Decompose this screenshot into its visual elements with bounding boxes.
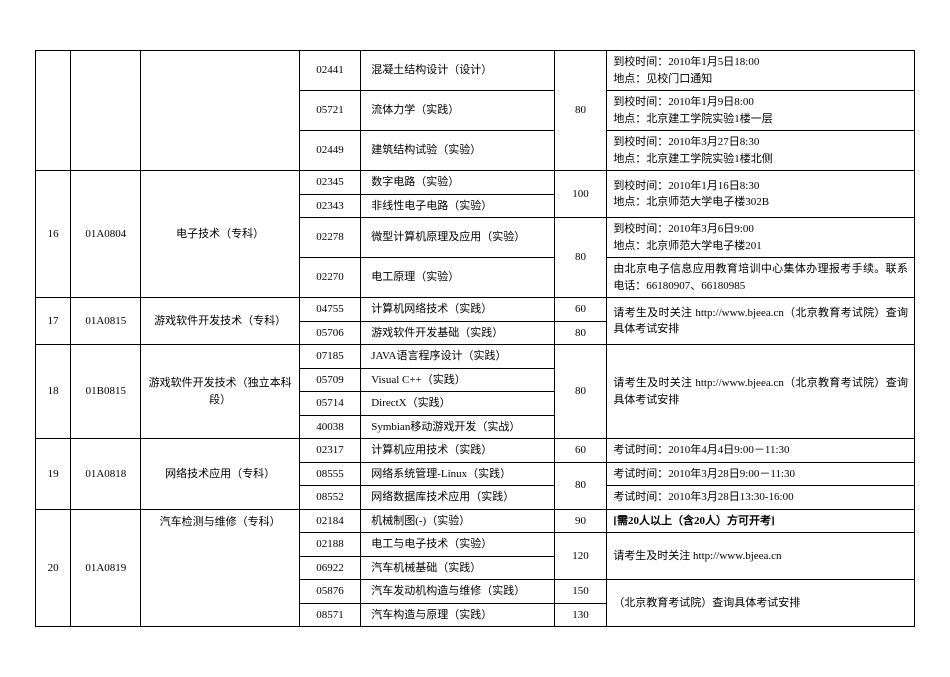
major-code: 01A0818 bbox=[71, 439, 141, 510]
major-name: 电子技术（专科） bbox=[141, 171, 299, 298]
course-name: 电工原理（实验） bbox=[361, 258, 554, 298]
course-schedule-table: 02441 混凝土结构设计（设计） 80 到校时间：2010年1月5日18:00… bbox=[35, 50, 915, 627]
row-num: 20 bbox=[36, 509, 71, 627]
course-name: 网络数据库技术应用（实践） bbox=[361, 486, 554, 510]
table-row: 18 01B0815 游戏软件开发技术（独立本科段） 07185 JAVA语言程… bbox=[36, 345, 915, 369]
note: 请考生及时关注 http://www.bjeea.cn bbox=[607, 533, 915, 580]
course-name: DirectX（实践） bbox=[361, 392, 554, 416]
note: [需20人以上（含20人）方可开考] bbox=[607, 509, 915, 533]
course-name: 计算机网络技术（实践） bbox=[361, 298, 554, 322]
fee: 100 bbox=[554, 171, 607, 218]
course-name: 非线性电子电路（实验） bbox=[361, 194, 554, 218]
row-num: 16 bbox=[36, 171, 71, 298]
fee: 90 bbox=[554, 509, 607, 533]
course-name: 建筑结构试验（实验） bbox=[361, 131, 554, 171]
note: 请考生及时关注 http://www.bjeea.cn（北京教育考试院）查询具体… bbox=[607, 298, 915, 345]
fee: 80 bbox=[554, 462, 607, 509]
note: 到校时间：2010年1月9日8:00 地点：北京建工学院实验1楼一层 bbox=[607, 91, 915, 131]
course-code: 07185 bbox=[299, 345, 361, 369]
course-name: 流体力学（实践） bbox=[361, 91, 554, 131]
fee: 130 bbox=[554, 603, 607, 627]
course-code: 02278 bbox=[299, 218, 361, 258]
course-code: 02441 bbox=[299, 51, 361, 91]
note: 考试时间：2010年4月4日9:00－11:30 bbox=[607, 439, 915, 463]
course-code: 05721 bbox=[299, 91, 361, 131]
note: 考试时间：2010年3月28日9:00－11:30 bbox=[607, 462, 915, 486]
major-code: 01A0819 bbox=[71, 509, 141, 627]
major-code: 01B0815 bbox=[71, 345, 141, 439]
course-name: 汽车发动机构造与维修（实践） bbox=[361, 580, 554, 604]
course-name: 数字电路（实验） bbox=[361, 171, 554, 195]
fee: 60 bbox=[554, 298, 607, 322]
course-code: 02184 bbox=[299, 509, 361, 533]
course-name: 机械制图(-)（实验） bbox=[361, 509, 554, 533]
course-code: 08552 bbox=[299, 486, 361, 510]
course-name: 网络系统管理-Linux（实践） bbox=[361, 462, 554, 486]
course-name: Visual C++（实践） bbox=[361, 368, 554, 392]
major-name: 网络技术应用（专科） bbox=[141, 439, 299, 510]
course-code: 02449 bbox=[299, 131, 361, 171]
table-row: 16 01A0804 电子技术（专科） 02345 数字电路（实验） 100 到… bbox=[36, 171, 915, 195]
note: （北京教育考试院）查询具体考试安排 bbox=[607, 580, 915, 627]
note: 由北京电子信息应用教育培训中心集体办理报考手续。联系电话：66180907、66… bbox=[607, 258, 915, 298]
major-name: 游戏软件开发技术（专科） bbox=[141, 298, 299, 345]
major-code: 01A0815 bbox=[71, 298, 141, 345]
note: 到校时间：2010年3月6日9:00 地点：北京师范大学电子楼201 bbox=[607, 218, 915, 258]
course-code: 05714 bbox=[299, 392, 361, 416]
row-num: 18 bbox=[36, 345, 71, 439]
row-num: 19 bbox=[36, 439, 71, 510]
course-code: 02188 bbox=[299, 533, 361, 557]
course-name: 电工与电子技术（实验） bbox=[361, 533, 554, 557]
course-code: 08555 bbox=[299, 462, 361, 486]
course-name: Symbian移动游戏开发（实战） bbox=[361, 415, 554, 439]
fee: 60 bbox=[554, 439, 607, 463]
course-code: 06922 bbox=[299, 556, 361, 580]
fee: 80 bbox=[554, 321, 607, 345]
fee: 150 bbox=[554, 580, 607, 604]
course-code: 08571 bbox=[299, 603, 361, 627]
course-code: 02270 bbox=[299, 258, 361, 298]
note: 考试时间：2010年3月28日13:30-16:00 bbox=[607, 486, 915, 510]
note: 到校时间：2010年1月5日18:00 地点：见校门口通知 bbox=[607, 51, 915, 91]
major-name: 汽车检测与维修（专科） bbox=[141, 509, 299, 627]
table-row: 19 01A0818 网络技术应用（专科） 02317 计算机应用技术（实践） … bbox=[36, 439, 915, 463]
course-name: 汽车机械基础（实践） bbox=[361, 556, 554, 580]
course-name: 汽车构造与原理（实践） bbox=[361, 603, 554, 627]
course-name: 混凝土结构设计（设计） bbox=[361, 51, 554, 91]
major-name: 游戏软件开发技术（独立本科段） bbox=[141, 345, 299, 439]
note: 到校时间：2010年3月27日8:30 地点：北京建工学院实验1楼北侧 bbox=[607, 131, 915, 171]
table-row: 20 01A0819 汽车检测与维修（专科） 02184 机械制图(-)（实验）… bbox=[36, 509, 915, 533]
major-code: 01A0804 bbox=[71, 171, 141, 298]
note: 到校时间：2010年1月16日8:30 地点：北京师范大学电子楼302B bbox=[607, 171, 915, 218]
course-name: 微型计算机原理及应用（实验） bbox=[361, 218, 554, 258]
course-code: 02345 bbox=[299, 171, 361, 195]
course-code: 02317 bbox=[299, 439, 361, 463]
row-num: 17 bbox=[36, 298, 71, 345]
fee: 80 bbox=[554, 345, 607, 439]
fee: 80 bbox=[554, 51, 607, 171]
course-code: 05706 bbox=[299, 321, 361, 345]
course-name: 游戏软件开发基础（实践） bbox=[361, 321, 554, 345]
course-code: 04755 bbox=[299, 298, 361, 322]
table-row: 17 01A0815 游戏软件开发技术（专科） 04755 计算机网络技术（实践… bbox=[36, 298, 915, 322]
note: 请考生及时关注 http://www.bjeea.cn（北京教育考试院）查询具体… bbox=[607, 345, 915, 439]
course-code: 02343 bbox=[299, 194, 361, 218]
course-code: 05709 bbox=[299, 368, 361, 392]
course-code: 05876 bbox=[299, 580, 361, 604]
fee: 120 bbox=[554, 533, 607, 580]
fee: 80 bbox=[554, 218, 607, 298]
course-name: 计算机应用技术（实践） bbox=[361, 439, 554, 463]
course-name: JAVA语言程序设计（实践） bbox=[361, 345, 554, 369]
table-row: 02441 混凝土结构设计（设计） 80 到校时间：2010年1月5日18:00… bbox=[36, 51, 915, 91]
course-code: 40038 bbox=[299, 415, 361, 439]
